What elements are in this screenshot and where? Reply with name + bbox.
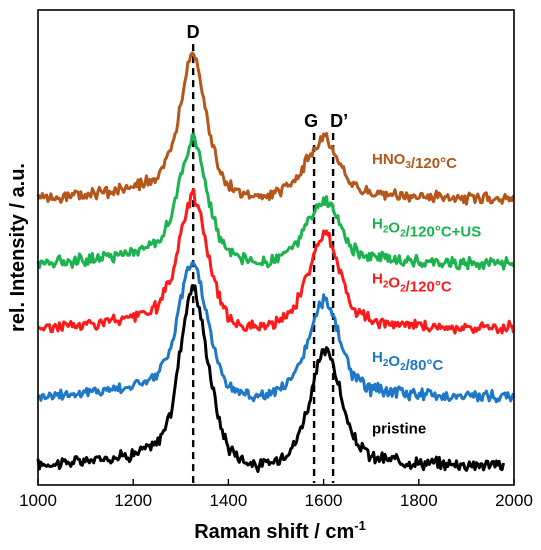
plot-frame bbox=[37, 9, 515, 486]
y-axis-title: rel. Intensity / a.u. bbox=[7, 163, 29, 332]
x-tick-label: 2000 bbox=[495, 491, 533, 510]
series-label-1: H2O2/80°C bbox=[372, 349, 443, 374]
series-label-4: HNO3/120°C bbox=[372, 151, 457, 172]
series-lines bbox=[36, 51, 515, 473]
x-tick-label: 1000 bbox=[19, 491, 57, 510]
series-line-1 bbox=[36, 261, 515, 404]
series-line-0 bbox=[36, 284, 505, 473]
series-line-2 bbox=[37, 188, 515, 335]
peak-label-2: D’ bbox=[330, 111, 348, 131]
series-labels: pristine H2O2/80°C H2O2/120°C H2O2/120°C+US… bbox=[372, 151, 481, 438]
x-tick-label: 1400 bbox=[209, 491, 247, 510]
x-tick-label: 1600 bbox=[305, 491, 343, 510]
x-tick-label: 1800 bbox=[400, 491, 438, 510]
series-line-4 bbox=[36, 51, 515, 206]
series-label-3: H2O2/120°C+US bbox=[372, 216, 481, 241]
peak-annotations: D G D’ bbox=[187, 22, 348, 483]
peak-label-1: G bbox=[304, 111, 318, 131]
x-axis-title: Raman shift / cm-1 bbox=[194, 518, 366, 543]
x-tick-label: 1200 bbox=[114, 491, 152, 510]
series-label-0: pristine bbox=[372, 421, 426, 438]
axes: 1000 1200 1400 1600 1800 2000 Raman shift / cm… bbox=[7, 9, 533, 543]
peak-label-0: D bbox=[187, 22, 200, 42]
series-label-2: H2O2/120°C bbox=[372, 270, 452, 295]
series-line-3 bbox=[36, 132, 515, 271]
